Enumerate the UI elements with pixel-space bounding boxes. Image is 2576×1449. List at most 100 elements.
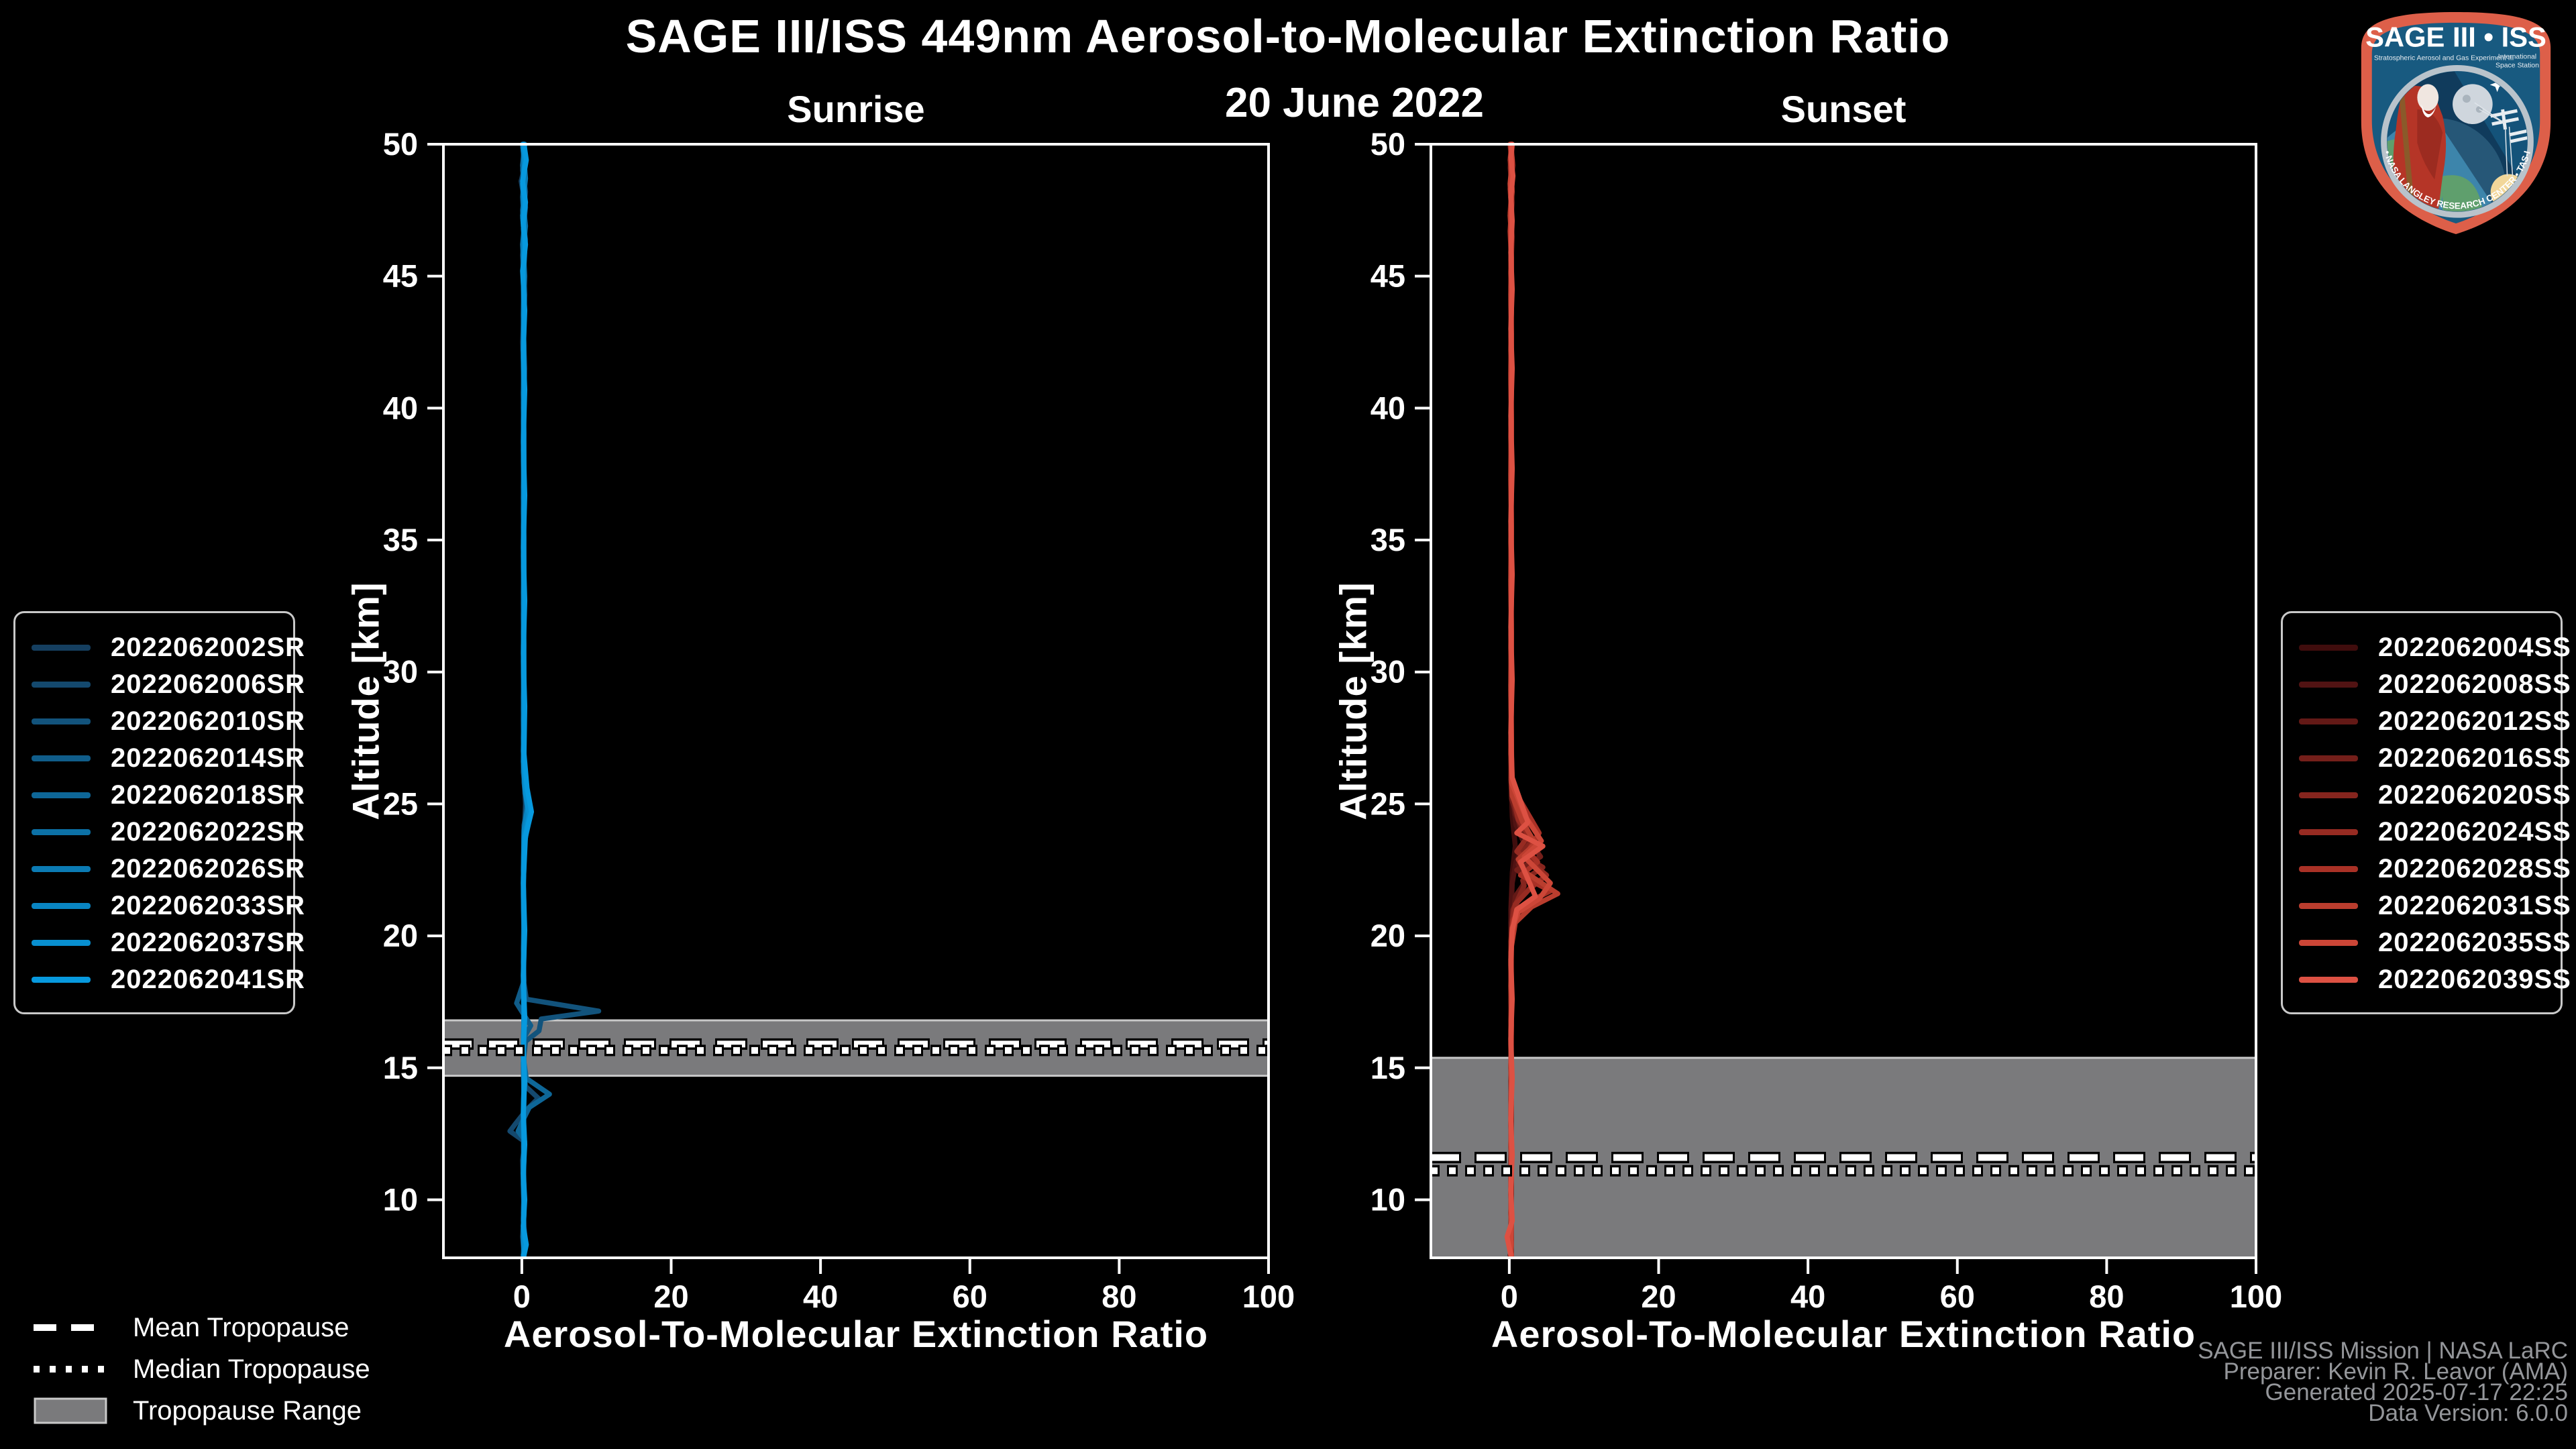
- x-tick-label: 20: [1641, 1279, 1676, 1314]
- panel-title-sunset: Sunset: [1780, 88, 1907, 130]
- series-label: 2022062026SR: [111, 854, 306, 883]
- sunset-x-axis-label: Aerosol-To-Molecular Extinction Ratio: [1491, 1313, 2196, 1355]
- patch-title: SAGE III • ISS: [2365, 21, 2546, 53]
- footer-line-mission: SAGE III/ISS Mission | NASA LaRC: [2198, 1338, 2568, 1364]
- legend-item: 2022062035SS: [2283, 924, 2571, 961]
- legend-item-tropopause-range: Tropopause Range: [34, 1390, 370, 1432]
- legend-item: 2022062004SS: [2283, 629, 2571, 666]
- y-tick-label: 35: [1371, 522, 1405, 557]
- y-tick-label: 25: [383, 786, 418, 821]
- legend-item: 2022062041SR: [15, 961, 305, 998]
- footer-line-generated: Generated 2025-07-17 22:25: [2265, 1379, 2568, 1405]
- series-label: 2022062010SR: [111, 706, 306, 736]
- legend-item: 2022062024SS: [2283, 814, 2571, 851]
- legend-item: 2022062016SS: [2283, 740, 2571, 777]
- y-tick-label: 30: [1371, 654, 1405, 690]
- footer-credits: SAGE III/ISS Mission | NASA LaRC Prepare…: [2198, 1338, 2568, 1426]
- legend-item: 2022062006SR: [15, 666, 305, 703]
- sunrise-y-axis-label: Altitude [km]: [344, 582, 387, 820]
- series-color-swatch: [32, 792, 91, 798]
- sunset-y-axis-label: Altitude [km]: [1332, 582, 1375, 820]
- profile-2022062039SS: [1504, 142, 1546, 1258]
- series-color-swatch: [32, 718, 91, 724]
- x-tick-label: 40: [803, 1279, 838, 1314]
- x-tick-label: 100: [2230, 1279, 2282, 1314]
- series-label: 2022062037SR: [111, 928, 306, 957]
- series-label: 2022062031SS: [2378, 891, 2571, 920]
- legend-item: 2022062033SR: [15, 888, 305, 924]
- series-label: 2022062006SR: [111, 669, 306, 699]
- axes-frame: [442, 143, 1270, 1259]
- x-tick-label: 40: [1790, 1279, 1825, 1314]
- sunrise-plot: 0 20 40 60 80 100 10 15 20 25 30 35 40 45 50: [383, 126, 1295, 1314]
- series-color-swatch: [32, 645, 91, 651]
- profile-2022062010SR: [520, 142, 602, 1258]
- moon: [2453, 84, 2493, 124]
- series-color-swatch: [32, 755, 91, 761]
- sunrise-legend: 2022062002SR 2022062006SR 2022062010SR 2022…: [13, 611, 305, 1014]
- series-color-swatch: [32, 940, 91, 946]
- legend-item: 2022062008SS: [2283, 666, 2571, 703]
- sunrise-x-axis-label: Aerosol-To-Molecular Extinction Ratio: [503, 1313, 1209, 1355]
- series-color-swatch: [32, 866, 91, 872]
- x-tick-label: 0: [513, 1279, 531, 1314]
- x-tick-label: 0: [1501, 1279, 1518, 1314]
- beard: [2421, 104, 2436, 118]
- y-tick-label: 40: [1371, 390, 1405, 425]
- axes-frame: [1430, 143, 2257, 1259]
- patch-subtitle-left: Stratospheric Aerosol and Gas Experiment…: [2374, 55, 2514, 62]
- y-tick-label: 10: [383, 1181, 418, 1217]
- y-tick-label: 45: [383, 258, 418, 294]
- y-tick-label: 35: [383, 522, 418, 557]
- moon-crater: [2462, 95, 2471, 103]
- dashed-line-icon: [34, 1324, 109, 1331]
- iss-icon: [2490, 109, 2528, 144]
- x-tick-label: 60: [953, 1279, 987, 1314]
- series-color-swatch: [2299, 682, 2358, 688]
- legend-item: 2022062026SR: [15, 851, 305, 888]
- footer-line-preparer: Preparer: Kevin R. Leavor (AMA): [2223, 1358, 2568, 1385]
- x-tick-label: 80: [1102, 1279, 1136, 1314]
- series-color-swatch: [2299, 866, 2358, 872]
- sunset-legend: 2022062004SS 2022062008SS 2022062012SS 2022…: [2281, 611, 2571, 1014]
- legend-item: 2022062020SS: [2283, 777, 2571, 814]
- series-color-swatch: [2299, 645, 2358, 651]
- legend-item: 2022062022SR: [15, 814, 305, 851]
- y-tick-label: 45: [1371, 258, 1405, 294]
- legend-label: Tropopause Range: [133, 1395, 362, 1426]
- y-tick-label: 25: [1371, 786, 1405, 821]
- series-label: 2022062020SS: [2378, 780, 2571, 810]
- series-color-swatch: [32, 829, 91, 835]
- band-swatch-icon: [34, 1397, 107, 1424]
- legend-item: 2022062018SR: [15, 777, 305, 814]
- legend-item: 2022062028SS: [2283, 851, 2571, 888]
- x-tick-label: 100: [1242, 1279, 1295, 1314]
- legend-item: 2022062010SR: [15, 703, 305, 740]
- legend-label: Mean Tropopause: [133, 1312, 350, 1342]
- y-tick-label: 15: [383, 1050, 418, 1085]
- series-label: 2022062024SS: [2378, 817, 2571, 847]
- legend-item: 2022062037SR: [15, 924, 305, 961]
- series-color-swatch: [32, 682, 91, 688]
- series-label: 2022062028SS: [2378, 854, 2571, 883]
- y-tick-label: 20: [383, 918, 418, 953]
- series-label: 2022062014SR: [111, 743, 306, 773]
- y-tick-label: 50: [383, 126, 418, 162]
- series-color-swatch: [2299, 718, 2358, 724]
- footer-line-version: Data Version: 6.0.0: [2368, 1400, 2568, 1426]
- legend-item: 2022062014SR: [15, 740, 305, 777]
- series-color-swatch: [32, 903, 91, 909]
- x-tick-label: 80: [2089, 1279, 2124, 1314]
- series-label: 2022062022SR: [111, 817, 306, 847]
- x-tick-label: 60: [1940, 1279, 1975, 1314]
- series-color-swatch: [2299, 977, 2358, 983]
- series-label: 2022062033SR: [111, 891, 306, 920]
- series-label: 2022062008SS: [2378, 669, 2571, 699]
- series-label: 2022062004SS: [2378, 633, 2571, 662]
- legend-item-median-tropopause: Median Tropopause: [34, 1348, 370, 1390]
- x-tick-label: 20: [653, 1279, 688, 1314]
- y-tick-label: 30: [383, 654, 418, 690]
- moon-crater: [2475, 106, 2483, 113]
- legend-item: 2022062039SS: [2283, 961, 2571, 998]
- legend-label: Median Tropopause: [133, 1354, 370, 1384]
